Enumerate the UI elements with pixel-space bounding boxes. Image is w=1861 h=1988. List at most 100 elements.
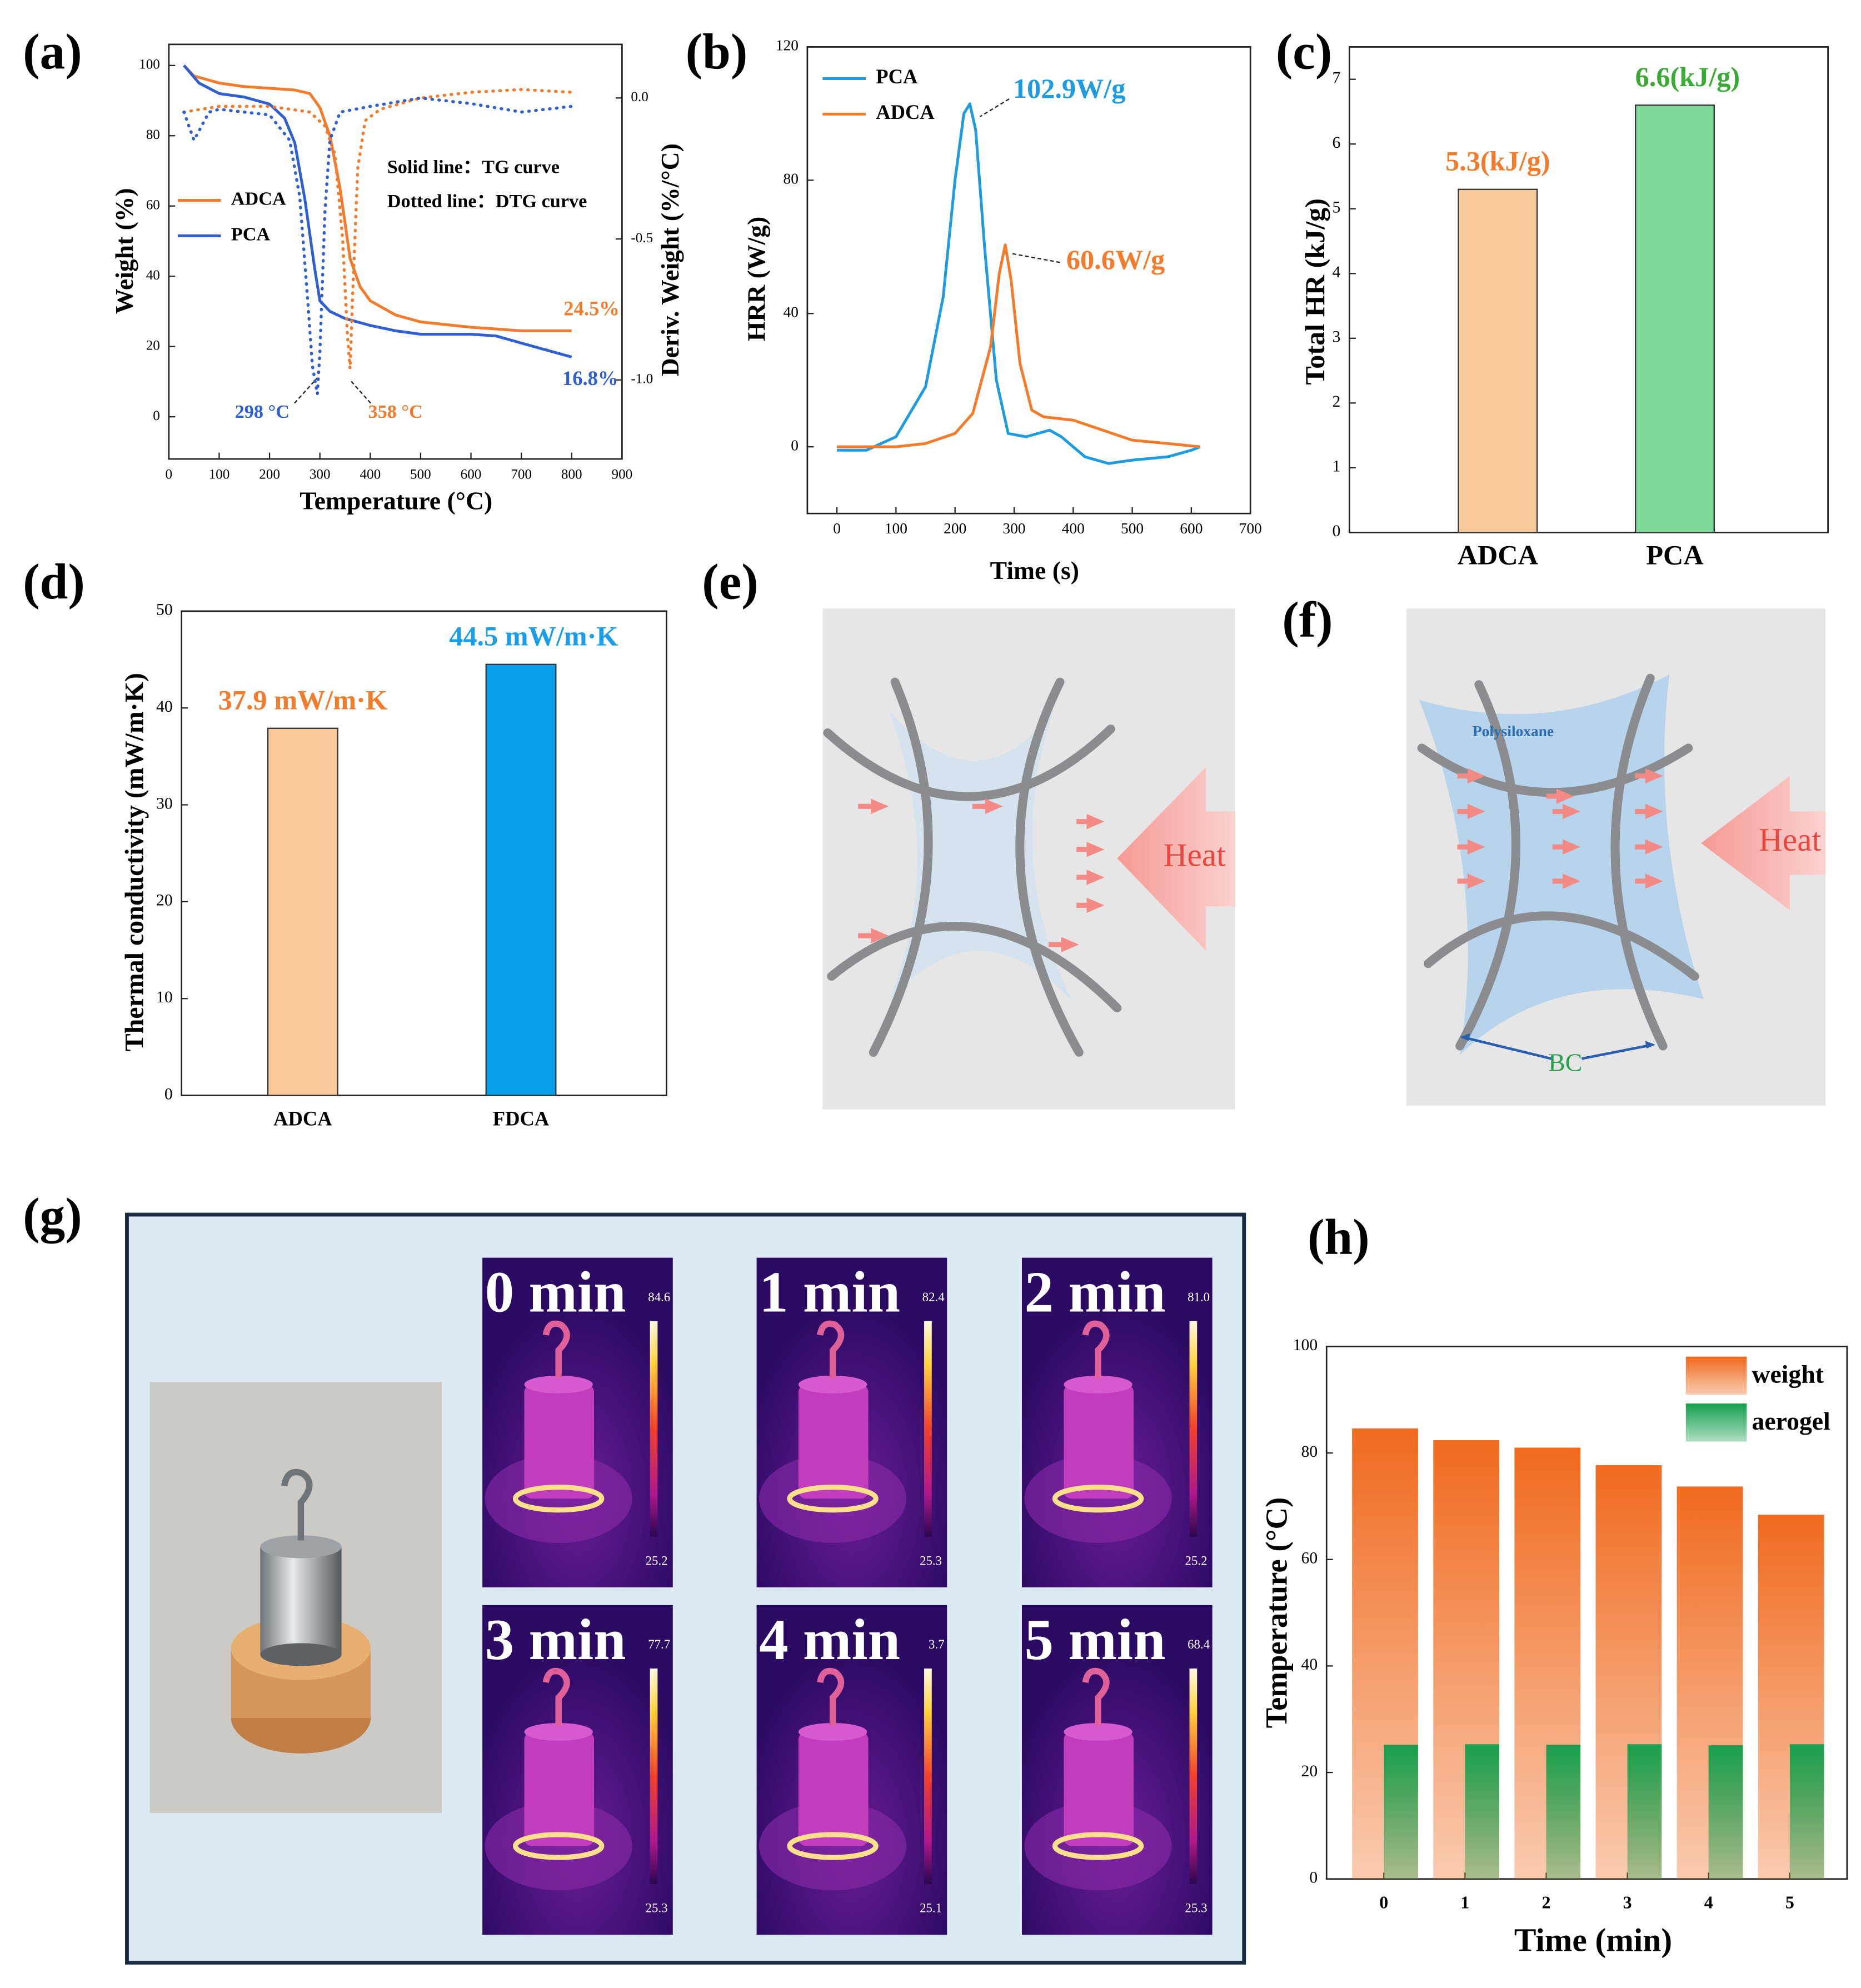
- y-tick-label: 40: [156, 698, 173, 716]
- panel-letter: (g): [23, 1187, 82, 1243]
- legend-label: ADCA: [231, 188, 286, 209]
- bar-titles: Total HR (kJ/g) Thermal conductivity (mW…: [120, 198, 1672, 1959]
- arrow: [1076, 813, 1105, 830]
- value-label: 37.9 mW/m·K: [218, 685, 387, 716]
- legend-label: PCA: [876, 65, 918, 88]
- x-tick-label: 300: [310, 467, 331, 482]
- cylinder-top: [1064, 1723, 1132, 1741]
- arrow: [1457, 768, 1663, 889]
- series-line: [837, 243, 1200, 448]
- annotation: 102.9W/g: [1013, 73, 1125, 104]
- fiber: [1455, 680, 1520, 1051]
- color-scale: [1189, 1321, 1198, 1537]
- x-tick-label: 800: [561, 467, 582, 482]
- time-label: 4 min: [759, 1607, 900, 1672]
- plot-frame: [1325, 1345, 1848, 1880]
- value-label: 6.6(kJ/g): [1635, 61, 1740, 92]
- panel-letter: (d): [23, 554, 85, 610]
- cylinder: [1064, 1732, 1134, 1846]
- heat-arrows: [858, 798, 1105, 952]
- time-label: 3 min: [485, 1607, 626, 1672]
- y-tick-label: 6: [1333, 134, 1341, 152]
- value-label: 44.5 mW/m·K: [449, 621, 618, 652]
- fiber-pointer: [1462, 1036, 1653, 1060]
- annotation-arrows: [294, 377, 371, 404]
- plot-frame: [168, 43, 623, 460]
- x-tick-label: 5: [1785, 1893, 1794, 1912]
- y-axis-title: Thermal conductivity (mW/m·K): [120, 673, 149, 1051]
- arrow: [1048, 937, 1079, 952]
- cylinder: [798, 1732, 869, 1846]
- scale-min: 25.3: [920, 1554, 942, 1568]
- value-label: 5.3(kJ/g): [1445, 146, 1550, 177]
- series-line: [837, 102, 1201, 465]
- panel-b-text: Time (s) HRR (W/g) 102.9W/g 60.6W/g: [742, 73, 1165, 585]
- hot-ring: [787, 1832, 879, 1860]
- x-tick-label: 100: [885, 520, 907, 537]
- legend-label: weight: [1752, 1360, 1824, 1388]
- legend-label: PCA: [231, 223, 271, 244]
- panel-letter: (c): [1276, 24, 1332, 80]
- diagram-e: Heat: [822, 608, 1235, 1110]
- panel-letters: (a) (b) (c) (d) (e) (f) (g) (h): [23, 24, 1370, 1266]
- cylinder-top: [798, 1723, 867, 1741]
- arrow: [1076, 870, 1105, 885]
- y-tick-label: 40: [146, 268, 160, 283]
- y-tick-label: 10: [156, 988, 173, 1006]
- x-tick-label: 500: [410, 467, 431, 482]
- y-axis-title: Temperature (°C): [1259, 1497, 1293, 1729]
- scale-min: 25.3: [646, 1901, 668, 1915]
- heat-arrow: [1701, 776, 1826, 911]
- color-scale: [924, 1321, 932, 1537]
- time-label: 2 min: [1025, 1260, 1166, 1325]
- matrix-label: Polysiloxane: [1473, 723, 1554, 740]
- y-tick-label: 50: [156, 601, 173, 619]
- y-tick-label: 0: [1309, 1869, 1318, 1887]
- bar: [1708, 1745, 1743, 1879]
- x-tick-label: 600: [1180, 520, 1203, 537]
- heat-label: Heat: [1164, 836, 1226, 873]
- annotation: 24.5%: [563, 297, 619, 319]
- fiber: [1015, 677, 1084, 1057]
- plot-frame: [181, 610, 667, 1096]
- y-tick-label: 60: [1301, 1550, 1318, 1567]
- heat-arrows: [1457, 768, 1663, 889]
- hot-ring: [512, 1832, 605, 1860]
- x-tick-label: 400: [1062, 520, 1085, 537]
- fibers: [823, 677, 1122, 1057]
- scale-min: 25.2: [646, 1554, 668, 1568]
- hot-ring: [1052, 1832, 1144, 1860]
- hook: [542, 1667, 570, 1726]
- scale-max: 3.7: [929, 1637, 945, 1651]
- panel-letter: (f): [1282, 592, 1333, 648]
- series-line: [183, 64, 572, 332]
- x-tick-label: 0: [1379, 1893, 1388, 1912]
- arrow: [972, 798, 1003, 814]
- arrow: [858, 928, 889, 943]
- color-scale: [650, 1321, 658, 1537]
- x-tick-label: 500: [1121, 520, 1144, 537]
- glow: [1024, 1801, 1172, 1891]
- cylinder-top: [798, 1375, 867, 1393]
- hook: [817, 1667, 845, 1726]
- y-tick-label: 80: [1301, 1443, 1318, 1461]
- panel-letter: (h): [1308, 1209, 1370, 1265]
- y-tick-label: 0: [791, 437, 799, 453]
- fibers: [1417, 673, 1699, 1051]
- y-tick-label: 0: [164, 1085, 173, 1103]
- x-axis-title: Temperature (°C): [300, 486, 492, 515]
- y-tick-label: 40: [1301, 1656, 1318, 1674]
- scale-max: 81.0: [1188, 1290, 1210, 1304]
- y-tick-label: 20: [156, 892, 173, 910]
- hook: [281, 1468, 313, 1541]
- x-tick-label: 1: [1460, 1893, 1469, 1912]
- cylinder-top: [524, 1375, 593, 1393]
- y-tick-label: 30: [156, 795, 173, 812]
- cylinder: [1064, 1384, 1134, 1499]
- color-scale: [650, 1668, 658, 1884]
- y-tick-label: 100: [139, 57, 160, 72]
- y2-axis-title: Deriv. Weight (%/°C): [656, 143, 684, 376]
- hook: [817, 1320, 845, 1378]
- annotation: 60.6W/g: [1066, 244, 1165, 275]
